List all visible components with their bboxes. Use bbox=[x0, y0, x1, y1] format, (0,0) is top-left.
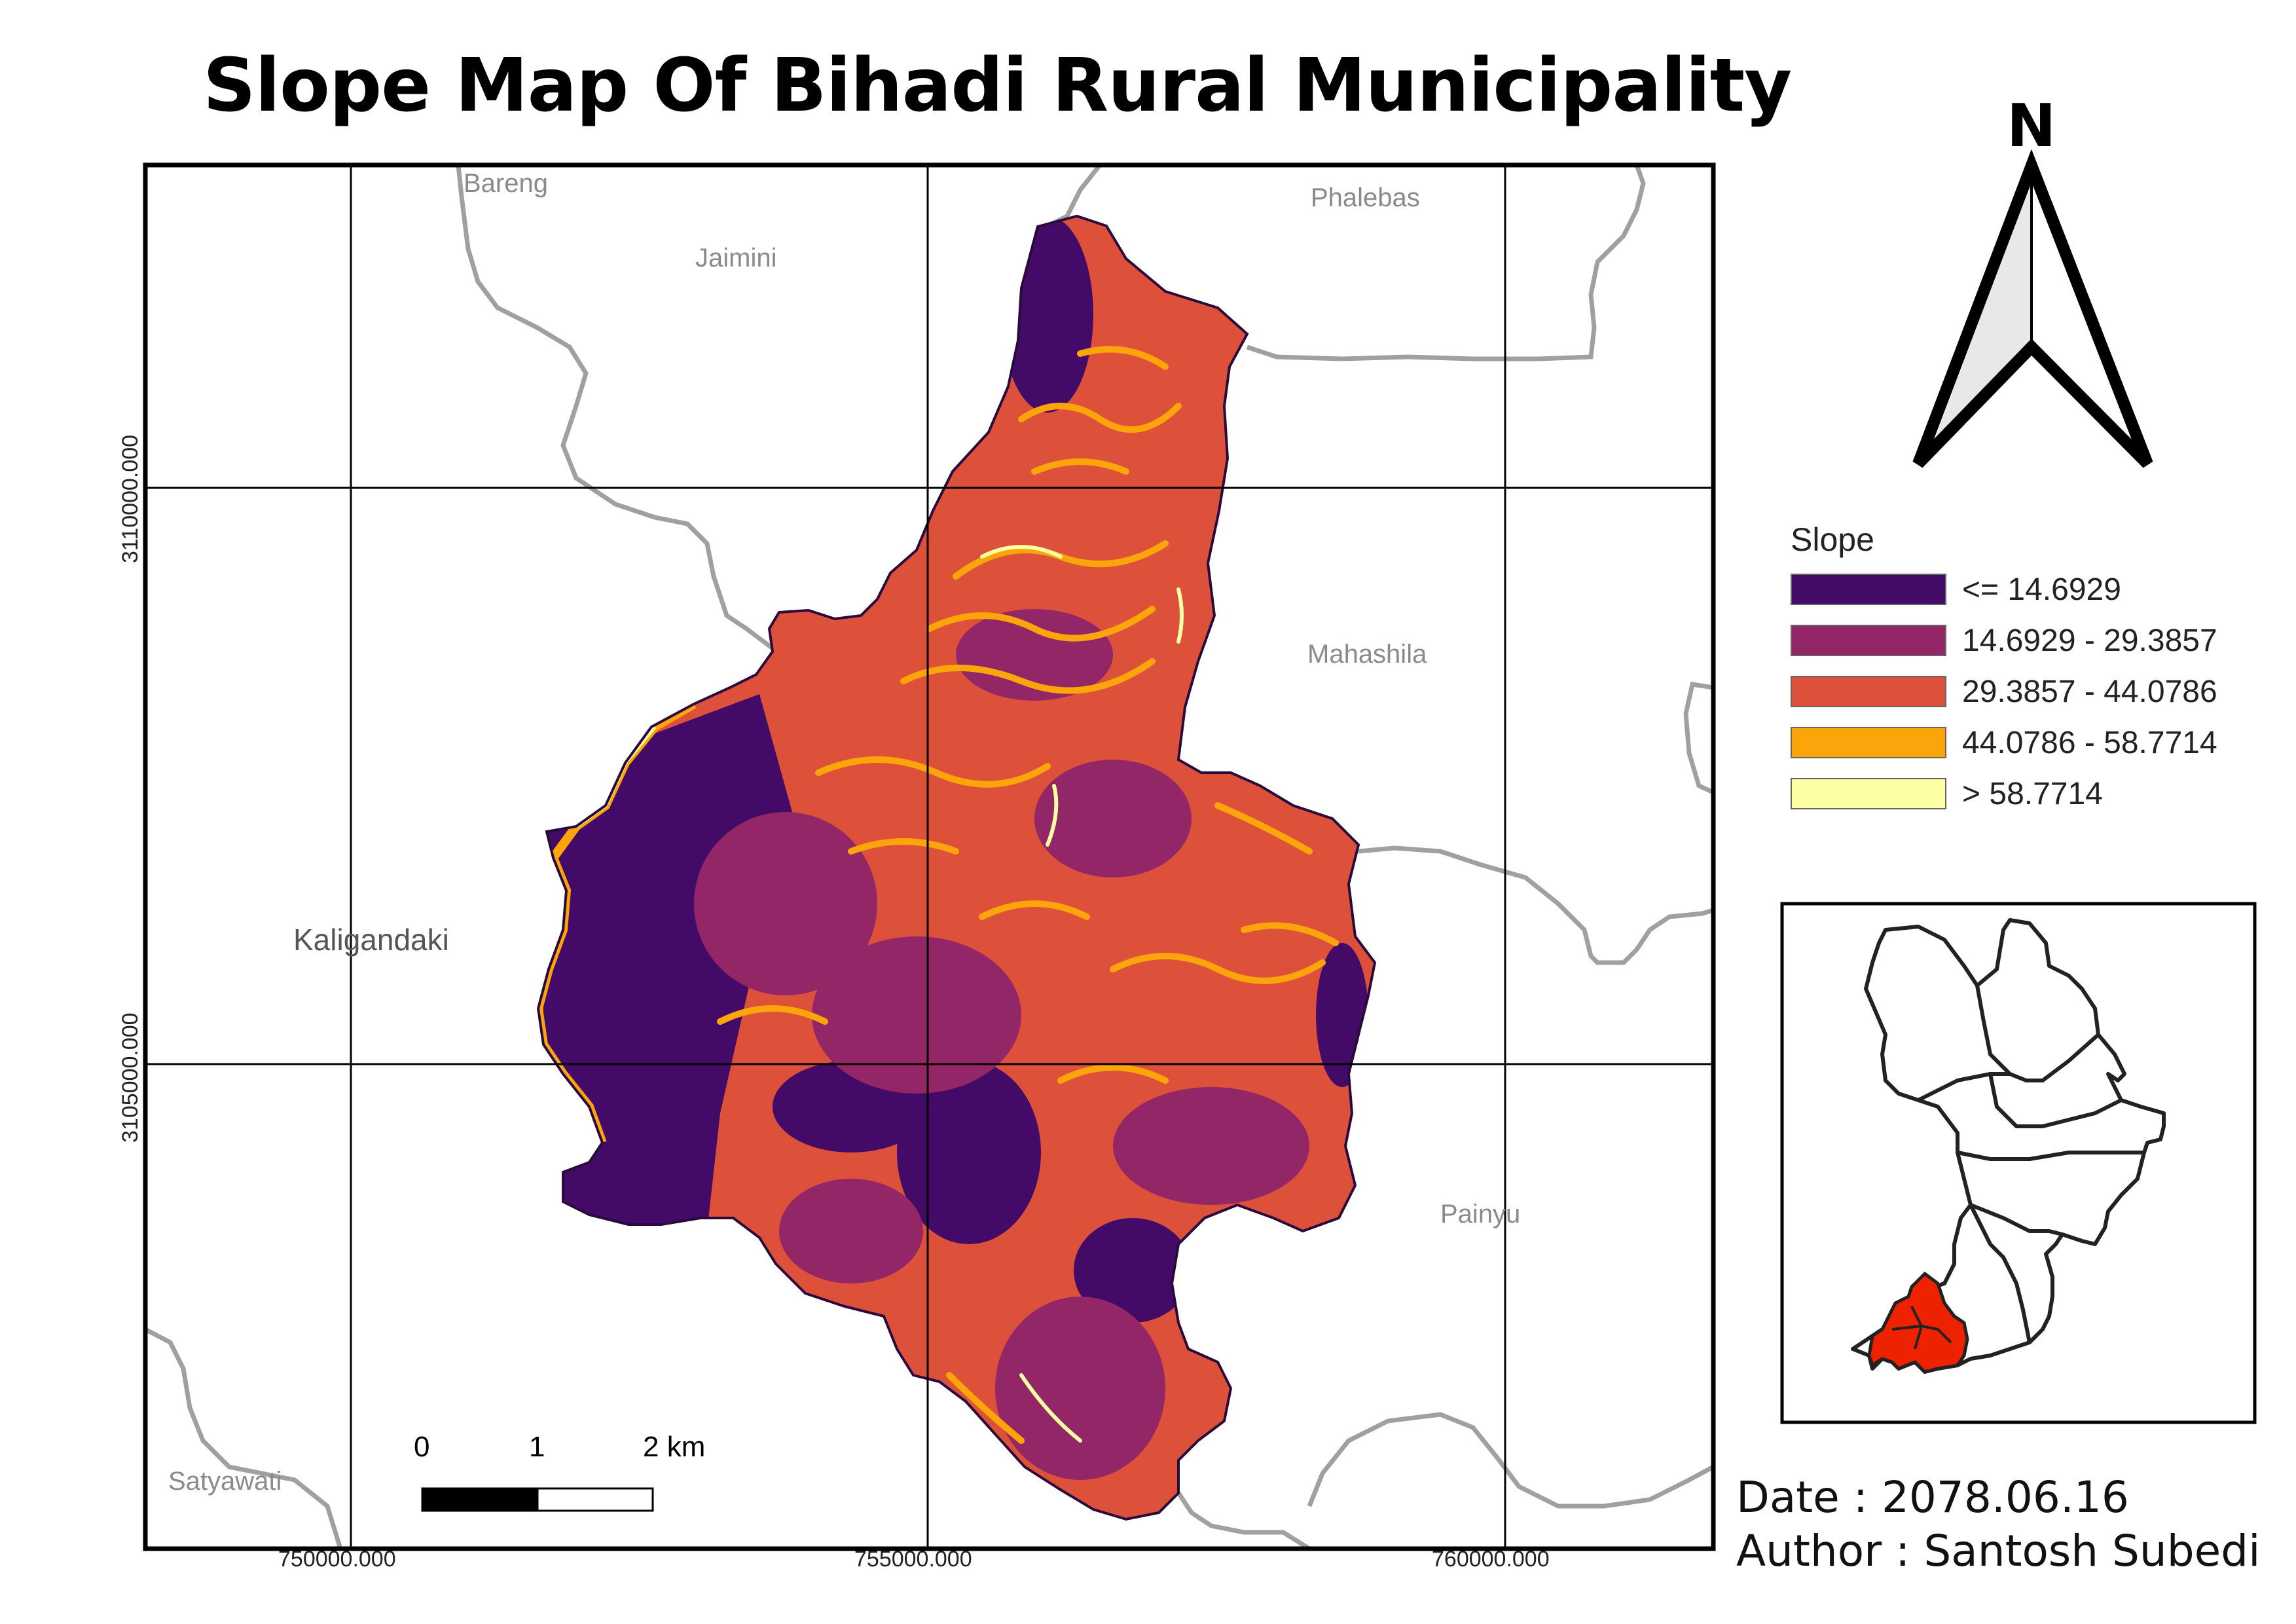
place-label-mahashila: Mahashila bbox=[1307, 640, 1427, 669]
legend-swatch bbox=[1791, 676, 1946, 707]
place-label-kaligandaki: Kaligandaki bbox=[293, 923, 449, 957]
legend-label: <= 14.6929 bbox=[1962, 572, 2121, 607]
place-label-phalebas: Phalebas bbox=[1311, 183, 1420, 212]
scale-label: 0 bbox=[414, 1431, 430, 1463]
place-label-satyawati: Satyawati bbox=[168, 1467, 282, 1496]
legend-item: 29.3857 - 44.0786 bbox=[1791, 674, 2217, 709]
place-label-jaimini: Jaimini bbox=[695, 244, 777, 272]
map-title: Slope Map Of Bihadi Rural Municipality bbox=[203, 43, 1792, 128]
legend-item: > 58.7714 bbox=[1791, 777, 2103, 811]
scale-label: 2 km bbox=[643, 1431, 706, 1463]
legend-label: 29.3857 - 44.0786 bbox=[1962, 674, 2217, 709]
scale-label: 1 bbox=[529, 1431, 545, 1463]
author-text: Author : Santosh Subedi bbox=[1736, 1526, 2261, 1576]
legend-label: > 58.7714 bbox=[1962, 776, 2103, 811]
x-coord-label: 760000.000 bbox=[1432, 1547, 1550, 1572]
x-coord-label: 750000.000 bbox=[278, 1547, 396, 1572]
scale-bar bbox=[421, 1487, 654, 1512]
legend-label: 44.0786 - 58.7714 bbox=[1962, 725, 2217, 760]
inset-highlight bbox=[1867, 1271, 1969, 1374]
north-label: N bbox=[2007, 92, 2056, 160]
place-label-bareng: Bareng bbox=[464, 169, 548, 198]
north-arrow-icon bbox=[1912, 149, 2153, 468]
legend-swatch bbox=[1791, 625, 1946, 656]
legend-swatch bbox=[1791, 778, 1946, 809]
graticule bbox=[145, 165, 1713, 1549]
y-coord-label: 3105000.000 bbox=[118, 1012, 143, 1143]
municipality-outline bbox=[536, 214, 1377, 1521]
place-label-painyu: Painyu bbox=[1440, 1200, 1521, 1228]
legend-item: 14.6929 - 29.3857 bbox=[1791, 623, 2217, 658]
inset-map bbox=[1780, 902, 2257, 1424]
legend-swatch bbox=[1791, 574, 1946, 605]
x-coord-label: 755000.000 bbox=[854, 1547, 972, 1572]
legend-title: Slope bbox=[1791, 521, 1874, 558]
neighbor-boundaries bbox=[145, 165, 1713, 1549]
legend-swatch bbox=[1791, 727, 1946, 758]
legend-item: 44.0786 - 58.7714 bbox=[1791, 726, 2217, 760]
legend-item: <= 14.6929 bbox=[1791, 572, 2121, 607]
map-frame bbox=[143, 162, 1716, 1551]
y-coord-label: 3110000.000 bbox=[118, 434, 143, 563]
legend-label: 14.6929 - 29.3857 bbox=[1962, 623, 2217, 658]
date-text: Date : 2078.06.16 bbox=[1736, 1472, 2129, 1522]
